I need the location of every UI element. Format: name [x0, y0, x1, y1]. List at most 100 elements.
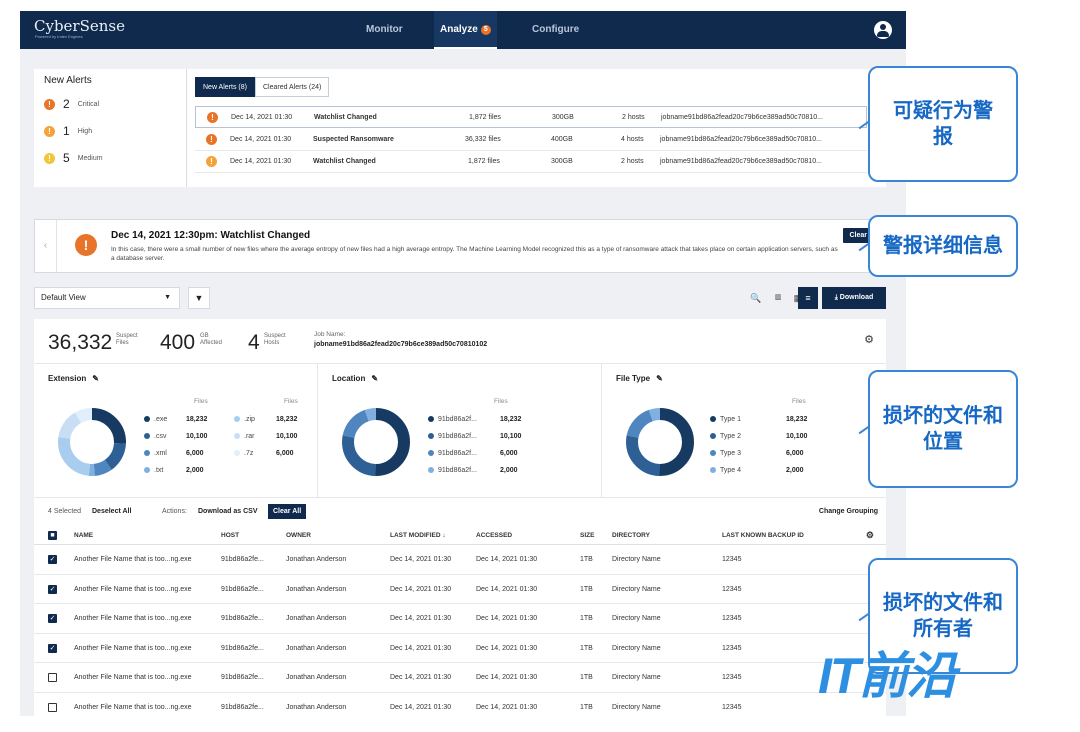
legend-label: Type 4 [720, 467, 742, 474]
download-button[interactable]: ⤓ Download [822, 287, 886, 309]
legend-item[interactable]: .csv [144, 433, 166, 440]
legend-swatch [428, 433, 434, 439]
alert-detail-panel: ‹ ! Dec 14, 2021 12:30pm: Watchlist Chan… [34, 219, 886, 273]
severity-high[interactable]: ! 1 High [44, 124, 92, 138]
search-icon[interactable]: 🔍 [750, 293, 762, 303]
cell-size: 1TB [580, 585, 593, 593]
legend-item[interactable]: Type 2 [710, 433, 741, 440]
col-directory[interactable]: DIRECTORY [612, 532, 650, 539]
cell-modified: Dec 14, 2021 01:30 [390, 644, 452, 652]
filter-icon[interactable]: ▼ [188, 287, 210, 309]
clear-all-button[interactable]: Clear All [268, 504, 307, 519]
severity-medium[interactable]: ! 5 Medium [44, 151, 103, 165]
pencil-icon[interactable]: ✎ [656, 374, 663, 383]
cell-accessed: Dec 14, 2021 01:30 [476, 556, 538, 563]
donut-slice[interactable] [626, 408, 694, 476]
table-row[interactable]: ✓ Another File Name that is too...ng.exe 9… [34, 545, 886, 575]
legend-item[interactable]: .exe [144, 416, 167, 423]
user-avatar-icon[interactable] [874, 21, 892, 39]
table-row[interactable]: ✓ Another File Name that is too...ng.exe 9… [34, 604, 886, 634]
alert-row[interactable]: ! Dec 14, 2021 01:30 Watchlist Changed 1… [195, 106, 867, 128]
cell-name: Another File Name that is too...ng.exe [74, 556, 192, 563]
tab-monitor[interactable]: Monitor [366, 24, 403, 35]
table-row[interactable]: Another File Name that is too...ng.exe 91… [34, 663, 886, 693]
row-checkbox[interactable]: ✓ [48, 643, 57, 653]
donut-slice[interactable] [58, 408, 126, 476]
col-accessed[interactable]: ACCESSED [476, 532, 513, 539]
chevron-left-icon[interactable]: ‹ [35, 220, 57, 272]
select-all-checkbox[interactable]: ■ [48, 531, 57, 540]
row-checkbox[interactable] [48, 702, 57, 712]
bar-chart-icon[interactable]: ▥ [774, 294, 782, 301]
cell-name: Another File Name that is too...ng.exe [74, 674, 192, 681]
alert-icon: ! [206, 156, 217, 167]
donut-slice[interactable] [626, 408, 694, 476]
alert-row[interactable]: ! Dec 14, 2021 01:30 Suspected Ransomwar… [195, 129, 867, 151]
col-size[interactable]: SIZE [580, 532, 595, 539]
gear-icon[interactable]: ⚙ [864, 334, 874, 346]
table-row[interactable]: ✓ Another File Name that is too...ng.exe 9… [34, 634, 886, 663]
legend-item[interactable]: .txt [144, 467, 163, 474]
row-checkbox[interactable]: ✓ [48, 555, 57, 564]
cell-accessed: Dec 14, 2021 01:30 [476, 674, 538, 681]
clear-button[interactable]: Clear [843, 228, 873, 243]
severity-critical[interactable]: ! 2 Critical [44, 97, 99, 111]
legend-item[interactable]: 91bd86a2f... [428, 450, 477, 457]
donut-slice[interactable] [342, 408, 410, 476]
pencil-icon[interactable]: ✎ [92, 374, 99, 383]
legend-value: 2,000 [786, 467, 804, 474]
cell-accessed: Dec 14, 2021 01:30 [476, 585, 538, 593]
files-header: Files [792, 398, 806, 405]
row-checkbox[interactable] [48, 673, 57, 682]
cell-owner: Jonathan Anderson [286, 585, 347, 593]
legend-label: Type 2 [720, 433, 742, 440]
cell-backup: 12345 [722, 674, 742, 681]
row-checkbox[interactable]: ✓ [48, 614, 57, 623]
location-donut [342, 408, 410, 476]
pencil-icon[interactable]: ✎ [371, 374, 379, 383]
table-row[interactable]: Another File Name that is too...ng.exe 91… [34, 693, 886, 717]
legend-item[interactable]: .rar [234, 433, 255, 440]
legend-value: 18,232 [786, 416, 808, 423]
cell-host: 91bd86a2fe... [221, 556, 264, 563]
legend-item[interactable]: 91bd86a2f... [428, 433, 477, 440]
callout-suspicious-alerts: 可疑行为警报 [868, 66, 1018, 182]
filetype-chart-pane: File Type ✎ Files Type 1 18,232 Type 2 10,10… [602, 364, 886, 498]
col-backup-id[interactable]: LAST KNOWN BACKUP ID [722, 532, 804, 539]
donut-slice[interactable] [342, 408, 410, 476]
suspect-hosts-label: Suspect Hosts [264, 333, 286, 346]
cell-backup: 12345 [722, 615, 742, 622]
alert-row[interactable]: ! Dec 14, 2021 01:30 Watchlist Changed 1… [195, 151, 867, 173]
table-row[interactable]: ✓ Another File Name that is too...ng.exe 9… [34, 575, 886, 604]
change-grouping-link[interactable]: Change Grouping [818, 508, 878, 515]
donut-slice[interactable] [58, 408, 126, 476]
legend-item[interactable]: Type 3 [710, 450, 741, 457]
legend-item[interactable]: 91bd86a2f... [428, 467, 477, 474]
alert-icon: ! [206, 134, 217, 145]
list-icon[interactable]: ≡ [798, 287, 818, 309]
legend-item[interactable]: Type 4 [710, 467, 741, 474]
legend-item[interactable]: Type 1 [710, 416, 741, 423]
tab-analyze[interactable]: Analyze 5 [434, 11, 497, 49]
col-host[interactable]: HOST [221, 532, 240, 539]
view-select[interactable]: Default View ▼ [34, 287, 180, 309]
legend-item[interactable]: .xml [144, 450, 167, 457]
legend-item[interactable]: .zip [234, 416, 255, 423]
donut-slice[interactable] [58, 408, 126, 476]
row-checkbox[interactable]: ✓ [48, 584, 57, 594]
legend-item[interactable]: .7z [234, 450, 253, 457]
col-last-modified[interactable]: LAST MODIFIED ↓ [390, 532, 446, 539]
tab-new-alerts[interactable]: New Alerts (8) [195, 77, 255, 97]
grid-icon[interactable]: ▦ [788, 287, 808, 309]
actions-label: Actions: [162, 508, 187, 515]
deselect-all-link[interactable]: Deselect All [92, 508, 132, 515]
download-csv-link[interactable]: Download as CSV [198, 508, 258, 515]
legend-swatch [428, 467, 434, 473]
tab-configure[interactable]: Configure [532, 24, 580, 35]
tab-cleared-alerts[interactable]: Cleared Alerts (24) [254, 77, 330, 97]
legend-label: .xml [154, 450, 167, 457]
legend-item[interactable]: 91bd86a2f... [428, 416, 477, 423]
col-name[interactable]: NAME [74, 532, 94, 539]
gear-icon[interactable]: ⚙ [865, 530, 874, 540]
col-owner[interactable]: OWNER [286, 532, 311, 539]
